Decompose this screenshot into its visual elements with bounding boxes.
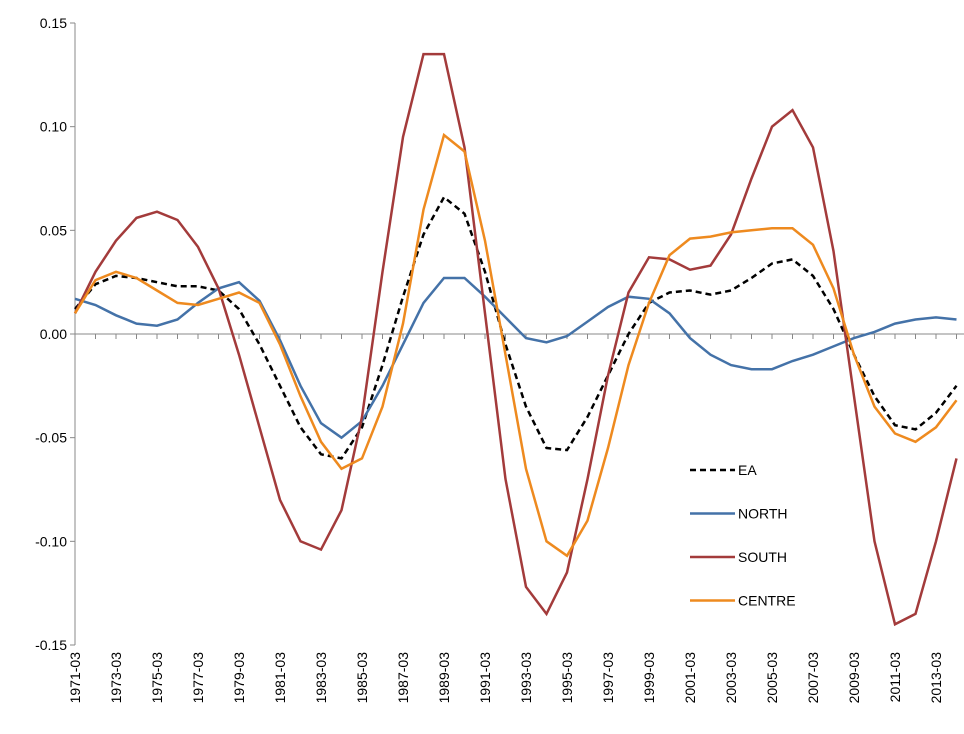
y-tick-label: -0.15	[35, 637, 67, 653]
x-tick-label: 2005-03	[764, 652, 780, 704]
legend-label: EA	[738, 462, 757, 478]
y-tick-label: 0.15	[40, 15, 67, 31]
x-tick-label: 1971-03	[67, 652, 83, 704]
x-tick-label: 1997-03	[600, 652, 616, 704]
x-tick-label: 1999-03	[641, 652, 657, 704]
x-tick-label: 1983-03	[313, 652, 329, 704]
x-tick-label: 1993-03	[518, 652, 534, 704]
y-tick-label: 0.10	[40, 119, 67, 135]
x-tick-label: 1975-03	[149, 652, 165, 704]
line-series	[74, 195, 958, 460]
x-tick-label: 1979-03	[231, 652, 247, 704]
legend-label: SOUTH	[738, 549, 787, 565]
x-tick-label: 1987-03	[395, 652, 411, 704]
x-tick-label: 1989-03	[436, 652, 452, 704]
x-tick-label: 1995-03	[559, 652, 575, 704]
x-tick-label: 2007-03	[805, 652, 821, 704]
line-series	[74, 276, 957, 440]
legend-label: NORTH	[738, 506, 788, 522]
x-tick-label: 2003-03	[723, 652, 739, 704]
x-tick-label: 1973-03	[108, 652, 124, 704]
y-tick-label: 0.00	[40, 326, 67, 342]
x-tick-label: 2001-03	[682, 652, 698, 704]
y-tick-label: 0.05	[40, 222, 67, 238]
x-tick-label: 1991-03	[477, 652, 493, 704]
y-tick-label: -0.05	[35, 430, 67, 446]
x-tick-label: 1985-03	[354, 652, 370, 704]
x-tick-label: 2009-03	[846, 652, 862, 704]
line-series	[73, 52, 958, 627]
y-tick-label: -0.10	[35, 533, 67, 549]
legend-label: CENTRE	[738, 593, 796, 609]
x-tick-label: 2013-03	[928, 652, 944, 704]
x-tick-label: 1977-03	[190, 652, 206, 704]
line-series	[73, 132, 958, 558]
x-tick-label: 2011-03	[887, 652, 903, 703]
x-tick-label: 1981-03	[272, 652, 288, 704]
